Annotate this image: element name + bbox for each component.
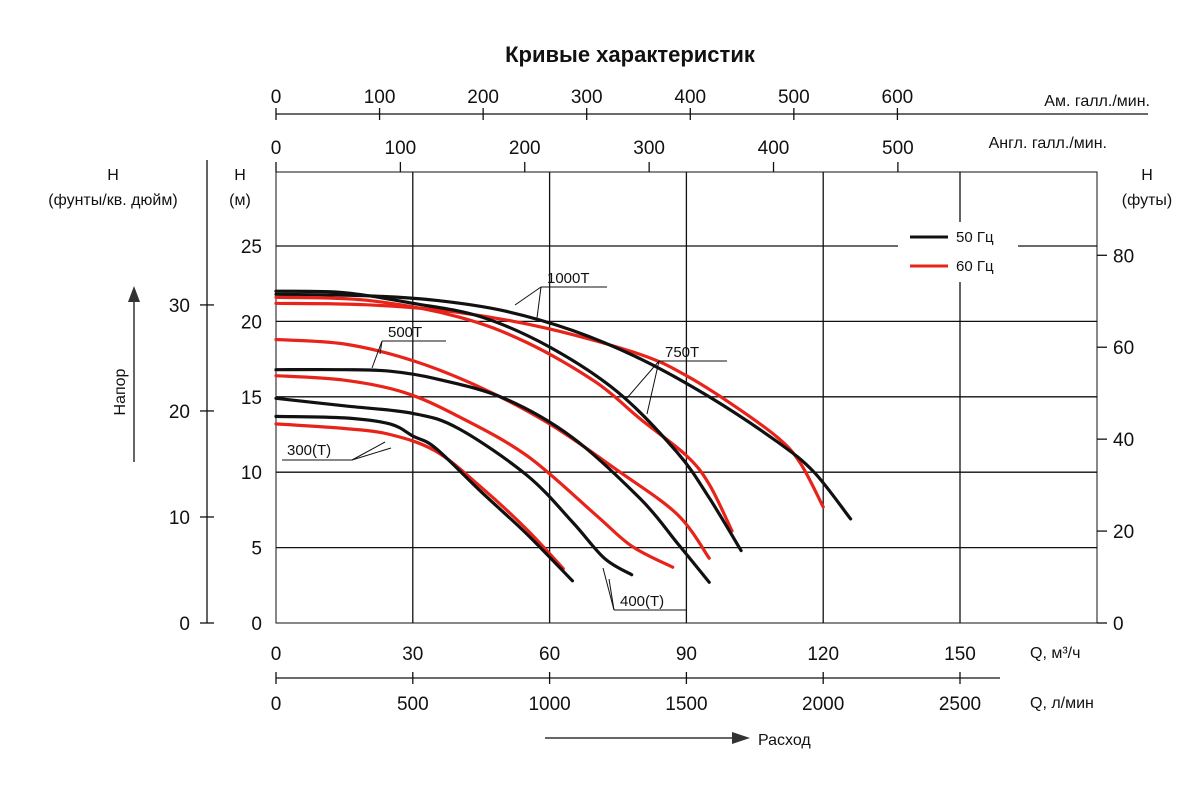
y-ft-tick: 80 xyxy=(1113,246,1134,267)
y-m-tick: 20 xyxy=(241,312,262,333)
curve-labels: 1000T 750T 500T 400(T) 300(T) xyxy=(282,270,727,611)
y-psi-h: H xyxy=(107,167,119,184)
curve-750t-60hz xyxy=(274,295,734,533)
y-ft-tick: 40 xyxy=(1113,430,1134,451)
y-m-unit: (м) xyxy=(229,192,251,209)
x-lmin-tick: 2500 xyxy=(939,694,981,715)
y-ft-h: H xyxy=(1141,167,1153,184)
y-m-tick: 0 xyxy=(251,614,262,635)
x-usgpm-tick: 500 xyxy=(778,87,810,108)
x-lmin-tick: 2000 xyxy=(802,694,844,715)
y-ft-tick: 60 xyxy=(1113,338,1134,359)
y-psi-tick: 0 xyxy=(179,614,190,635)
x-m3h-tick: 60 xyxy=(539,644,560,665)
x-m3h-tick: 90 xyxy=(676,644,697,665)
y-psi-tick: 30 xyxy=(169,296,190,317)
x-m3h-tick: 0 xyxy=(271,644,282,665)
x-lmin-tick: 1500 xyxy=(665,694,707,715)
x-usgpm-tick: 0 xyxy=(271,87,282,108)
flow-label: Расход xyxy=(758,732,811,749)
y-m-tick: 10 xyxy=(241,463,262,484)
x-ukgpm-tick: 200 xyxy=(509,138,541,159)
x-ukgpm-label: Англ. галл./мин. xyxy=(989,135,1107,152)
y-ft-unit: (футы) xyxy=(1122,192,1172,209)
x-ukgpm-tick: 0 xyxy=(271,138,282,159)
x-m3h-tick: 150 xyxy=(944,644,976,665)
head-label: Напор xyxy=(112,368,129,415)
y-ft-tick: 0 xyxy=(1113,614,1124,635)
y-psi-tick: 10 xyxy=(169,508,190,529)
label-300t: 300(T) xyxy=(287,442,331,459)
x-ukgpm-tick: 100 xyxy=(385,138,417,159)
x-usgpm-label: Ам. галл./мин. xyxy=(1044,93,1150,110)
curve-1000t-60hz xyxy=(274,301,825,509)
curve-300t-60hz xyxy=(274,422,565,571)
x-lmin-label: Q, л/мин xyxy=(1030,695,1094,712)
x-lmin-tick: 0 xyxy=(271,694,282,715)
curve-1000t-50hz xyxy=(274,292,853,521)
x-ukgpm-tick: 300 xyxy=(633,138,665,159)
y-psi-unit: (фунты/кв. дюйм) xyxy=(48,192,177,209)
x-m3h-label: Q, м³/ч xyxy=(1030,645,1080,662)
x-lmin-tick: 1000 xyxy=(528,694,570,715)
x-lmin-tick: 500 xyxy=(397,694,429,715)
curve-500t-50hz xyxy=(274,367,711,584)
y-psi-tick: 20 xyxy=(169,402,190,423)
label-1000t: 1000T xyxy=(547,270,590,287)
curve-300t-50hz xyxy=(274,414,574,583)
x-m3h-tick: 30 xyxy=(402,644,423,665)
flow-arrow-icon xyxy=(732,732,750,744)
label-750t: 750T xyxy=(665,344,699,361)
y-ft-tick: 20 xyxy=(1113,522,1134,543)
x-ukgpm-tick: 400 xyxy=(758,138,790,159)
y-m-h: H xyxy=(234,167,246,184)
head-arrow-icon xyxy=(128,286,140,302)
curve-400t-60hz xyxy=(274,374,675,569)
x-usgpm-tick: 100 xyxy=(364,87,396,108)
x-usgpm-tick: 300 xyxy=(571,87,603,108)
chart-title: Кривые характеристик xyxy=(505,42,756,67)
legend-entry-50hz: 50 Гц xyxy=(956,229,994,246)
x-usgpm-tick: 200 xyxy=(467,87,499,108)
y-m-tick: 15 xyxy=(241,388,262,409)
curve-400t-50hz xyxy=(274,396,634,577)
legend-entry-60hz: 60 Гц xyxy=(956,258,994,275)
curves xyxy=(274,289,853,584)
legend: 50 Гц 60 Гц xyxy=(898,222,1018,282)
x-usgpm-tick: 400 xyxy=(674,87,706,108)
x-usgpm-tick: 600 xyxy=(882,87,914,108)
x-m3h-tick: 120 xyxy=(807,644,839,665)
y-m-tick: 25 xyxy=(241,237,262,258)
curve-750t-50hz xyxy=(274,289,743,553)
y-m-tick: 5 xyxy=(251,539,262,560)
label-400t: 400(T) xyxy=(620,593,664,610)
x-ukgpm-tick: 500 xyxy=(882,138,914,159)
label-500t: 500T xyxy=(388,324,422,341)
